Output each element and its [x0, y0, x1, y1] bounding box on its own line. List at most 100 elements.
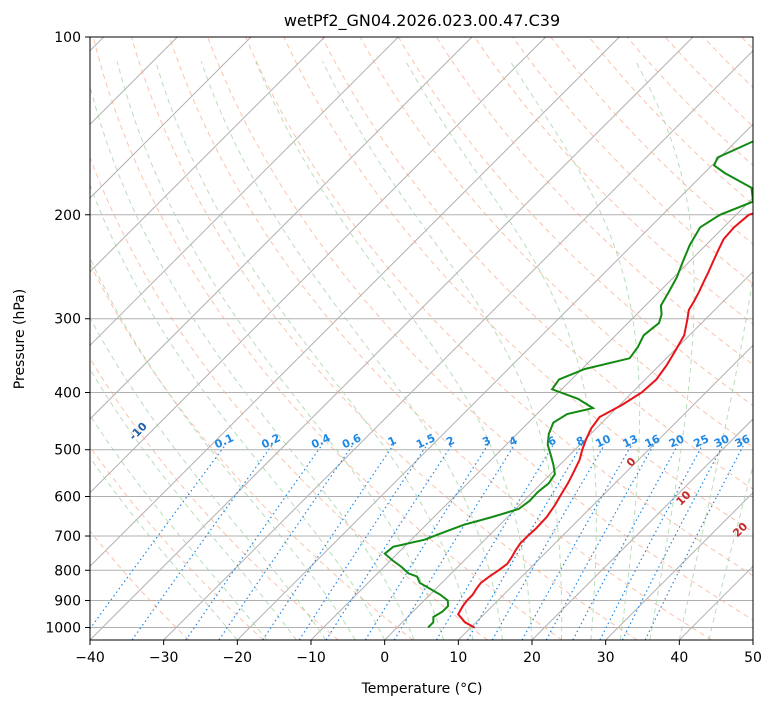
- y-tick-label: 500: [54, 443, 81, 459]
- dewpoint-profile-line: [383, 140, 753, 629]
- mixing-ratio-label: 0.1: [213, 431, 236, 451]
- mixing-ratio-label: 0.2: [259, 431, 282, 451]
- moist-adiabat-line: [255, 61, 533, 640]
- x-tick-label: 40: [670, 650, 688, 666]
- y-tick-label: 1000: [45, 620, 81, 636]
- x-tick-label: 0: [380, 650, 389, 666]
- isotherm-line: [752, 639, 753, 640]
- mixing-ratio-line: [131, 444, 273, 640]
- moist-adiabat-line: [90, 257, 356, 640]
- dry-adiabat-line: [92, 37, 563, 640]
- dry-adiabat-line: [245, 37, 753, 577]
- mixing-ratio-line: [262, 444, 395, 640]
- dry-adiabat-line: [90, 357, 339, 640]
- mixing-ratio-line: [521, 444, 633, 640]
- mixing-ratio-line: [466, 444, 583, 640]
- dry-adiabat-label: -10: [127, 420, 150, 443]
- y-tick-label: 700: [54, 529, 81, 545]
- moist-adiabat-line: [90, 456, 238, 640]
- pressure-gridlines: [90, 37, 753, 628]
- mixing-ratio-label: 0.4: [309, 431, 332, 451]
- isotherm-line: [384, 270, 753, 640]
- dry-adiabats: [90, 37, 753, 640]
- moist-adiabat-line: [116, 61, 445, 640]
- dry-adiabat-line: [90, 530, 190, 640]
- mixing-ratio-line: [298, 444, 428, 640]
- moist-adiabat-line: [322, 61, 563, 640]
- isotherm-line: [90, 37, 399, 347]
- y-tick-label: 300: [54, 312, 81, 328]
- mixing-ratio-label: 36: [733, 432, 753, 450]
- isotherm-line: [90, 37, 694, 640]
- moist-adiabat-line: [90, 368, 297, 640]
- dry-adiabat-line: [90, 262, 414, 640]
- dry-adiabat-line: [550, 37, 753, 245]
- mixing-ratio-label: 13: [621, 432, 640, 450]
- moist-adiabat-line: [90, 84, 415, 640]
- dry-adiabat-line: [741, 37, 753, 50]
- mixing-ratio-line: [185, 444, 323, 640]
- mixing-ratio-label: 1.5: [414, 431, 437, 451]
- mixing-ratio-label: 16: [643, 432, 663, 450]
- dry-adiabat-line: [90, 156, 488, 640]
- mixing-ratio-line: [572, 444, 679, 640]
- mixing-ratio-line: [325, 444, 453, 640]
- isotherm-line: [163, 49, 753, 640]
- moist-adiabat-line: [635, 61, 695, 640]
- moist-adiabat-label: 10: [674, 488, 694, 508]
- mixing-ratio-label: 20: [667, 432, 687, 450]
- dry-adiabat-line: [435, 37, 753, 366]
- isotherm-line: [90, 37, 620, 568]
- x-tick-label: 20: [523, 650, 541, 666]
- y-tick-label: 200: [54, 208, 81, 224]
- y-tick-label: 100: [54, 30, 81, 46]
- dry-adiabat-line: [130, 37, 638, 640]
- mixing-ratio-label: 1: [386, 434, 398, 449]
- x-axis-label: Temperature (°C): [361, 681, 483, 697]
- isotherm-line: [90, 37, 547, 494]
- moist-adiabat-label: 20: [730, 520, 750, 540]
- x-tick-label: 10: [449, 650, 467, 666]
- isotherm-line: [90, 37, 473, 420]
- moist-adiabat-line: [200, 61, 503, 640]
- dry-adiabat-line: [397, 37, 753, 407]
- y-tick-label: 800: [54, 563, 81, 579]
- x-tick-label: −30: [149, 650, 179, 666]
- mixing-ratio-label: 4: [507, 434, 520, 449]
- isotherm-line: [605, 491, 753, 640]
- mixing-ratio-label: 2: [444, 434, 456, 449]
- mixing-ratio-line: [435, 444, 554, 640]
- mixing-ratio-label: 10: [593, 432, 613, 450]
- dry-adiabat-line: [702, 37, 753, 89]
- isotherm-line: [531, 418, 753, 640]
- mixing-ratio-label: 0.6: [340, 431, 363, 451]
- mixing-ratio-line: [90, 444, 227, 630]
- mixing-ratio-line: [491, 444, 606, 640]
- mixing-ratio-line: [545, 444, 655, 640]
- isotherm-line: [90, 37, 252, 199]
- mixing-ratio-line: [393, 444, 516, 640]
- x-tick-label: −20: [223, 650, 253, 666]
- moist-adiabat-line: [90, 316, 327, 640]
- moist-adiabat-line: [678, 273, 753, 640]
- skewed-isotherms: [90, 37, 753, 640]
- moist-adiabat-line: [155, 61, 474, 640]
- x-tick-label: 30: [597, 650, 615, 666]
- y-tick-label: 400: [54, 386, 81, 402]
- isotherm-line: [90, 37, 326, 273]
- moist-adiabat-line: [90, 183, 386, 640]
- x-axis-ticks: −40 −30 −20 −10 0 10 20 30 40 50: [75, 640, 762, 666]
- dry-adiabat-line: [207, 37, 753, 621]
- isotherm-line: [236, 123, 753, 640]
- x-tick-label: −40: [75, 650, 105, 666]
- moist-adiabat-line: [509, 61, 641, 640]
- plot-frame: [89, 36, 754, 641]
- dry-adiabat-line: [512, 37, 753, 285]
- moist-adiabats: [90, 61, 753, 640]
- isotherm-line: [678, 565, 753, 640]
- sounding-profiles: [383, 140, 753, 629]
- y-axis-label: Pressure (hPa): [12, 289, 28, 389]
- x-tick-label: −10: [296, 650, 326, 666]
- dry-adiabat-line: [359, 37, 753, 448]
